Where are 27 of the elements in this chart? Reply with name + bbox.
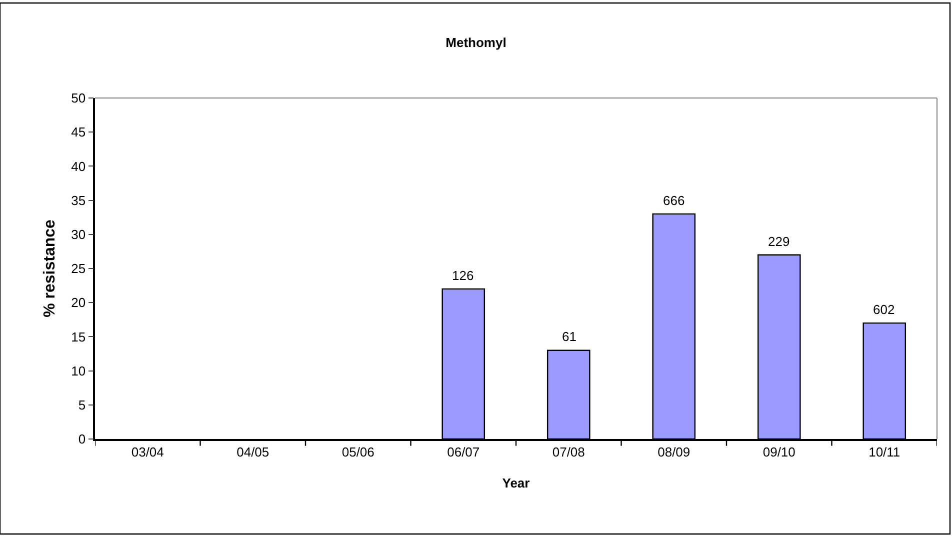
annotation: 602 <box>873 302 895 317</box>
y-tick-label: 30 <box>71 226 86 242</box>
annotation: 666 <box>663 193 685 208</box>
y-tick-label: 45 <box>71 124 86 140</box>
annotation: 229 <box>768 234 790 249</box>
x-tick-label: 04/05 <box>236 444 270 460</box>
y-axis-title: % resistance <box>42 219 59 318</box>
chart-title: Methomyl <box>446 34 506 50</box>
x-tick-label: 03/04 <box>131 444 164 460</box>
annotation: 126 <box>452 268 474 283</box>
y-tick-label: 15 <box>71 329 86 344</box>
y-tick-label: 10 <box>71 363 86 378</box>
x-tick-label: 05/06 <box>342 444 374 460</box>
y-tick-label: 5 <box>78 397 86 412</box>
y-tick-label: 0 <box>78 432 86 447</box>
y-tick-label: 40 <box>71 158 86 174</box>
x-tick-label: 08/09 <box>658 444 690 460</box>
y-tick-label: 25 <box>71 261 86 276</box>
y-tick-label: 50 <box>71 90 86 106</box>
annotation: 61 <box>562 329 576 344</box>
y-tick-label: 35 <box>71 192 86 208</box>
y-tick-label: 20 <box>71 295 86 310</box>
x-tick-label: 09/10 <box>762 444 796 460</box>
x-tick-label: 06/07 <box>447 444 480 460</box>
x-tick-label: 10/11 <box>868 444 900 460</box>
x-axis-title: Year <box>502 475 530 490</box>
x-tick-label: 07/08 <box>552 444 585 460</box>
